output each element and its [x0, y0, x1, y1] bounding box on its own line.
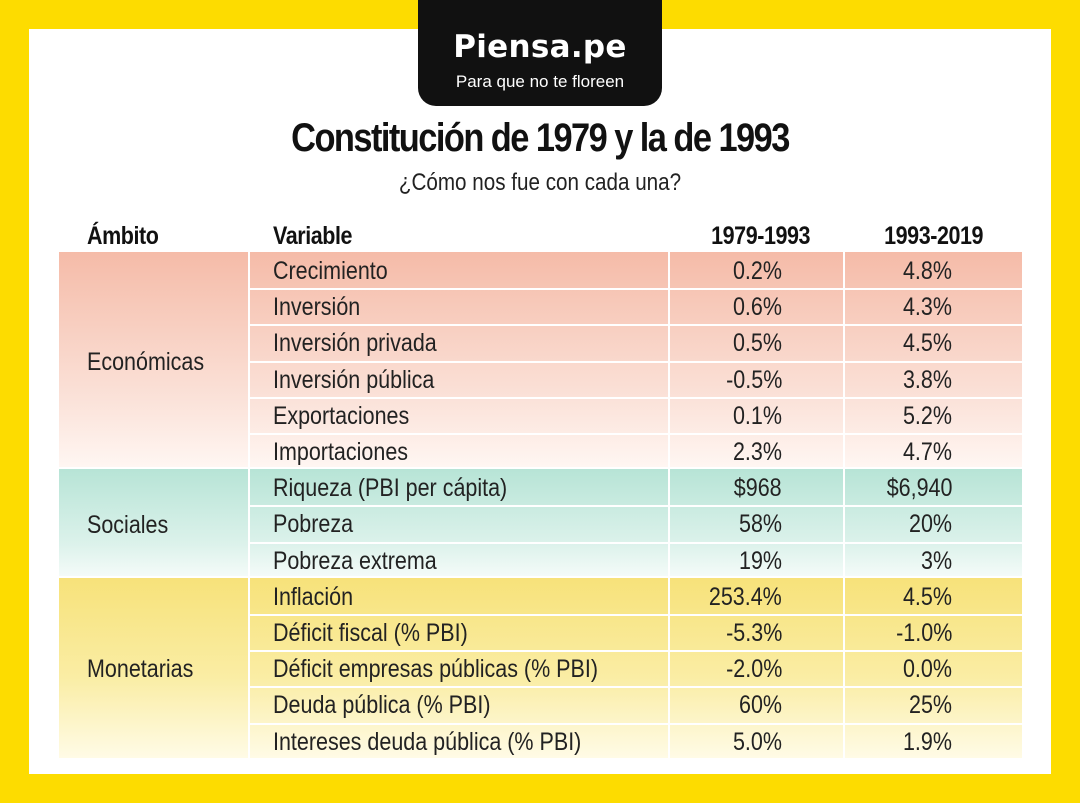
variable-cell: Importaciones [273, 438, 409, 466]
column-divider [668, 252, 670, 764]
value-1979-1993: -0.5% [725, 365, 782, 394]
value-1993-2019: 4.7% [902, 438, 952, 466]
header-1993-2019: 1993-2019 [884, 222, 983, 250]
variable-cell: Riqueza (PBI per cápita) [273, 474, 508, 503]
variable-cell: Deuda pública (% PBI) [273, 691, 491, 720]
value-1993-2019: 25% [908, 691, 952, 720]
row-divider [249, 722, 1022, 725]
row-divider [249, 505, 1022, 508]
row-divider [249, 324, 1022, 327]
variable-cell: Inversión pública [273, 365, 435, 394]
ambito-economicas: Económicas [87, 347, 205, 376]
variable-cell: Déficit empresas públicas (% PBI) [273, 655, 598, 684]
value-1993-2019: 4.3% [902, 293, 952, 322]
brand-badge: Piensa.pe Para que no te floreen [418, 0, 662, 106]
value-1979-1993: 60% [738, 691, 782, 720]
value-1993-2019: 4.8% [902, 257, 952, 285]
variable-cell: Déficit fiscal (% PBI) [273, 619, 468, 647]
variable-cell: Intereses deuda pública (% PBI) [273, 727, 582, 756]
variable-cell: Inflación [273, 582, 354, 611]
variable-cell: Pobreza [273, 510, 354, 539]
header-1979-1993: 1979-1993 [711, 222, 810, 250]
row-divider [249, 433, 1022, 435]
variable-cell: Crecimiento [273, 257, 388, 285]
value-1993-2019: 4.5% [902, 329, 952, 358]
row-divider [249, 614, 1022, 616]
value-1993-2019: 4.5% [902, 582, 952, 611]
band-economicas [59, 252, 1022, 467]
value-1979-1993: 2.3% [732, 438, 782, 466]
variable-cell: Exportaciones [273, 401, 410, 430]
row-divider [249, 686, 1022, 689]
value-1993-2019: 20% [908, 510, 952, 539]
value-1979-1993: 0.1% [732, 401, 782, 430]
variable-cell: Inversión privada [273, 329, 437, 358]
value-1993-2019: 1.9% [902, 727, 952, 756]
brand-logo: Piensa.pe [453, 29, 627, 65]
value-1979-1993: 0.2% [732, 257, 782, 285]
value-1993-2019: 3.8% [902, 365, 952, 394]
value-1979-1993: -2.0% [725, 655, 782, 684]
value-1993-2019: 0.0% [902, 655, 952, 684]
value-1979-1993: 0.6% [732, 293, 782, 322]
band-sociales [59, 469, 1022, 576]
band-monetarias [59, 578, 1022, 758]
page-title: Constitución de 1979 y la de 1993 [291, 116, 790, 160]
ambito-sociales: Sociales [87, 510, 169, 539]
column-divider [248, 252, 250, 764]
column-divider [843, 252, 845, 764]
ambito-monetarias: Monetarias [87, 655, 194, 684]
row-divider [249, 396, 1022, 399]
row-divider [249, 541, 1022, 544]
variable-cell: Pobreza extrema [273, 546, 437, 575]
row-divider [249, 650, 1022, 653]
value-1993-2019: -1.0% [895, 619, 952, 647]
header-variable: Variable [273, 222, 353, 250]
brand-tagline: Para que no te floreen [455, 72, 625, 91]
value-1979-1993: 58% [738, 510, 782, 539]
value-1979-1993: 19% [738, 546, 782, 575]
row-divider [249, 360, 1022, 363]
value-1993-2019: 3% [920, 546, 952, 575]
value-1979-1993: 253.4% [709, 582, 782, 611]
value-1979-1993: $968 [734, 474, 782, 503]
row-divider [249, 288, 1022, 291]
header-ambito: Ámbito [87, 222, 159, 250]
value-1993-2019: 5.2% [902, 401, 952, 430]
value-1993-2019: $6,940 [886, 474, 952, 503]
value-1979-1993: 0.5% [732, 329, 782, 358]
variable-cell: Inversión [273, 293, 361, 322]
value-1979-1993: 5.0% [732, 727, 782, 756]
page-subtitle: ¿Cómo nos fue con cada una? [398, 169, 682, 196]
value-1979-1993: -5.3% [725, 619, 782, 647]
